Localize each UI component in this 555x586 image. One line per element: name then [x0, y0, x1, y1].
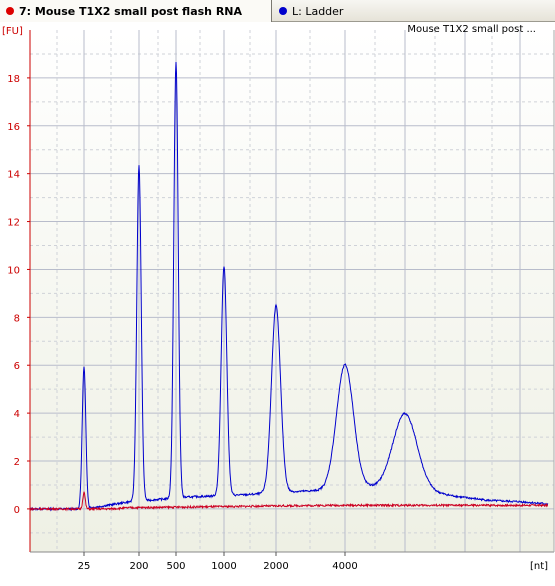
x-tick-label: 200	[129, 561, 148, 572]
tab-bar: 7: Mouse T1X2 small post flash RNA L: La…	[0, 0, 555, 22]
y-tick-label: 10	[7, 265, 20, 276]
tab-sample-7[interactable]: 7: Mouse T1X2 small post flash RNA	[0, 0, 272, 22]
y-tick-label: 6	[14, 361, 20, 372]
y-tick-label: 0	[14, 505, 20, 516]
x-tick-label: 4000	[332, 561, 357, 572]
x-axis-label: [nt]	[530, 561, 548, 572]
blue-dot-icon	[279, 7, 287, 15]
y-tick-label: 4	[14, 409, 20, 420]
y-tick-label: 8	[14, 313, 20, 324]
y-tick-label: 2	[14, 457, 20, 468]
red-dot-icon	[6, 7, 14, 15]
y-tick-label: 14	[7, 170, 20, 181]
grid	[30, 30, 554, 552]
y-tick-label: 16	[7, 122, 20, 133]
trace-series-ladder	[29, 61, 549, 512]
plot-area	[30, 30, 554, 552]
chart-title: Mouse T1X2 small post ...	[407, 24, 536, 35]
x-tick-label: 2000	[263, 561, 288, 572]
tab-ladder-label: L: Ladder	[292, 4, 344, 18]
trace-series-sample	[29, 491, 548, 512]
tab-ladder[interactable]: L: Ladder	[273, 0, 555, 22]
tab-sample-label: 7: Mouse T1X2 small post flash RNA	[19, 4, 243, 18]
y-tick-label: 12	[7, 218, 20, 229]
x-tick-label: 25	[78, 561, 91, 572]
electropherogram-chart: 0 2 4 6 8 10 12 14 16 18 25 200 500 1000 2000 4000 [FU]…	[0, 22, 555, 586]
y-tick-label: 18	[7, 74, 20, 85]
axes: 0 2 4 6 8 10 12 14 16 18 25 200 500 1000 2000 4000	[7, 30, 555, 572]
traces	[29, 61, 549, 512]
x-tick-label: 1000	[211, 561, 236, 572]
y-axis-label: [FU]	[2, 26, 23, 37]
x-tick-label: 500	[166, 561, 185, 572]
